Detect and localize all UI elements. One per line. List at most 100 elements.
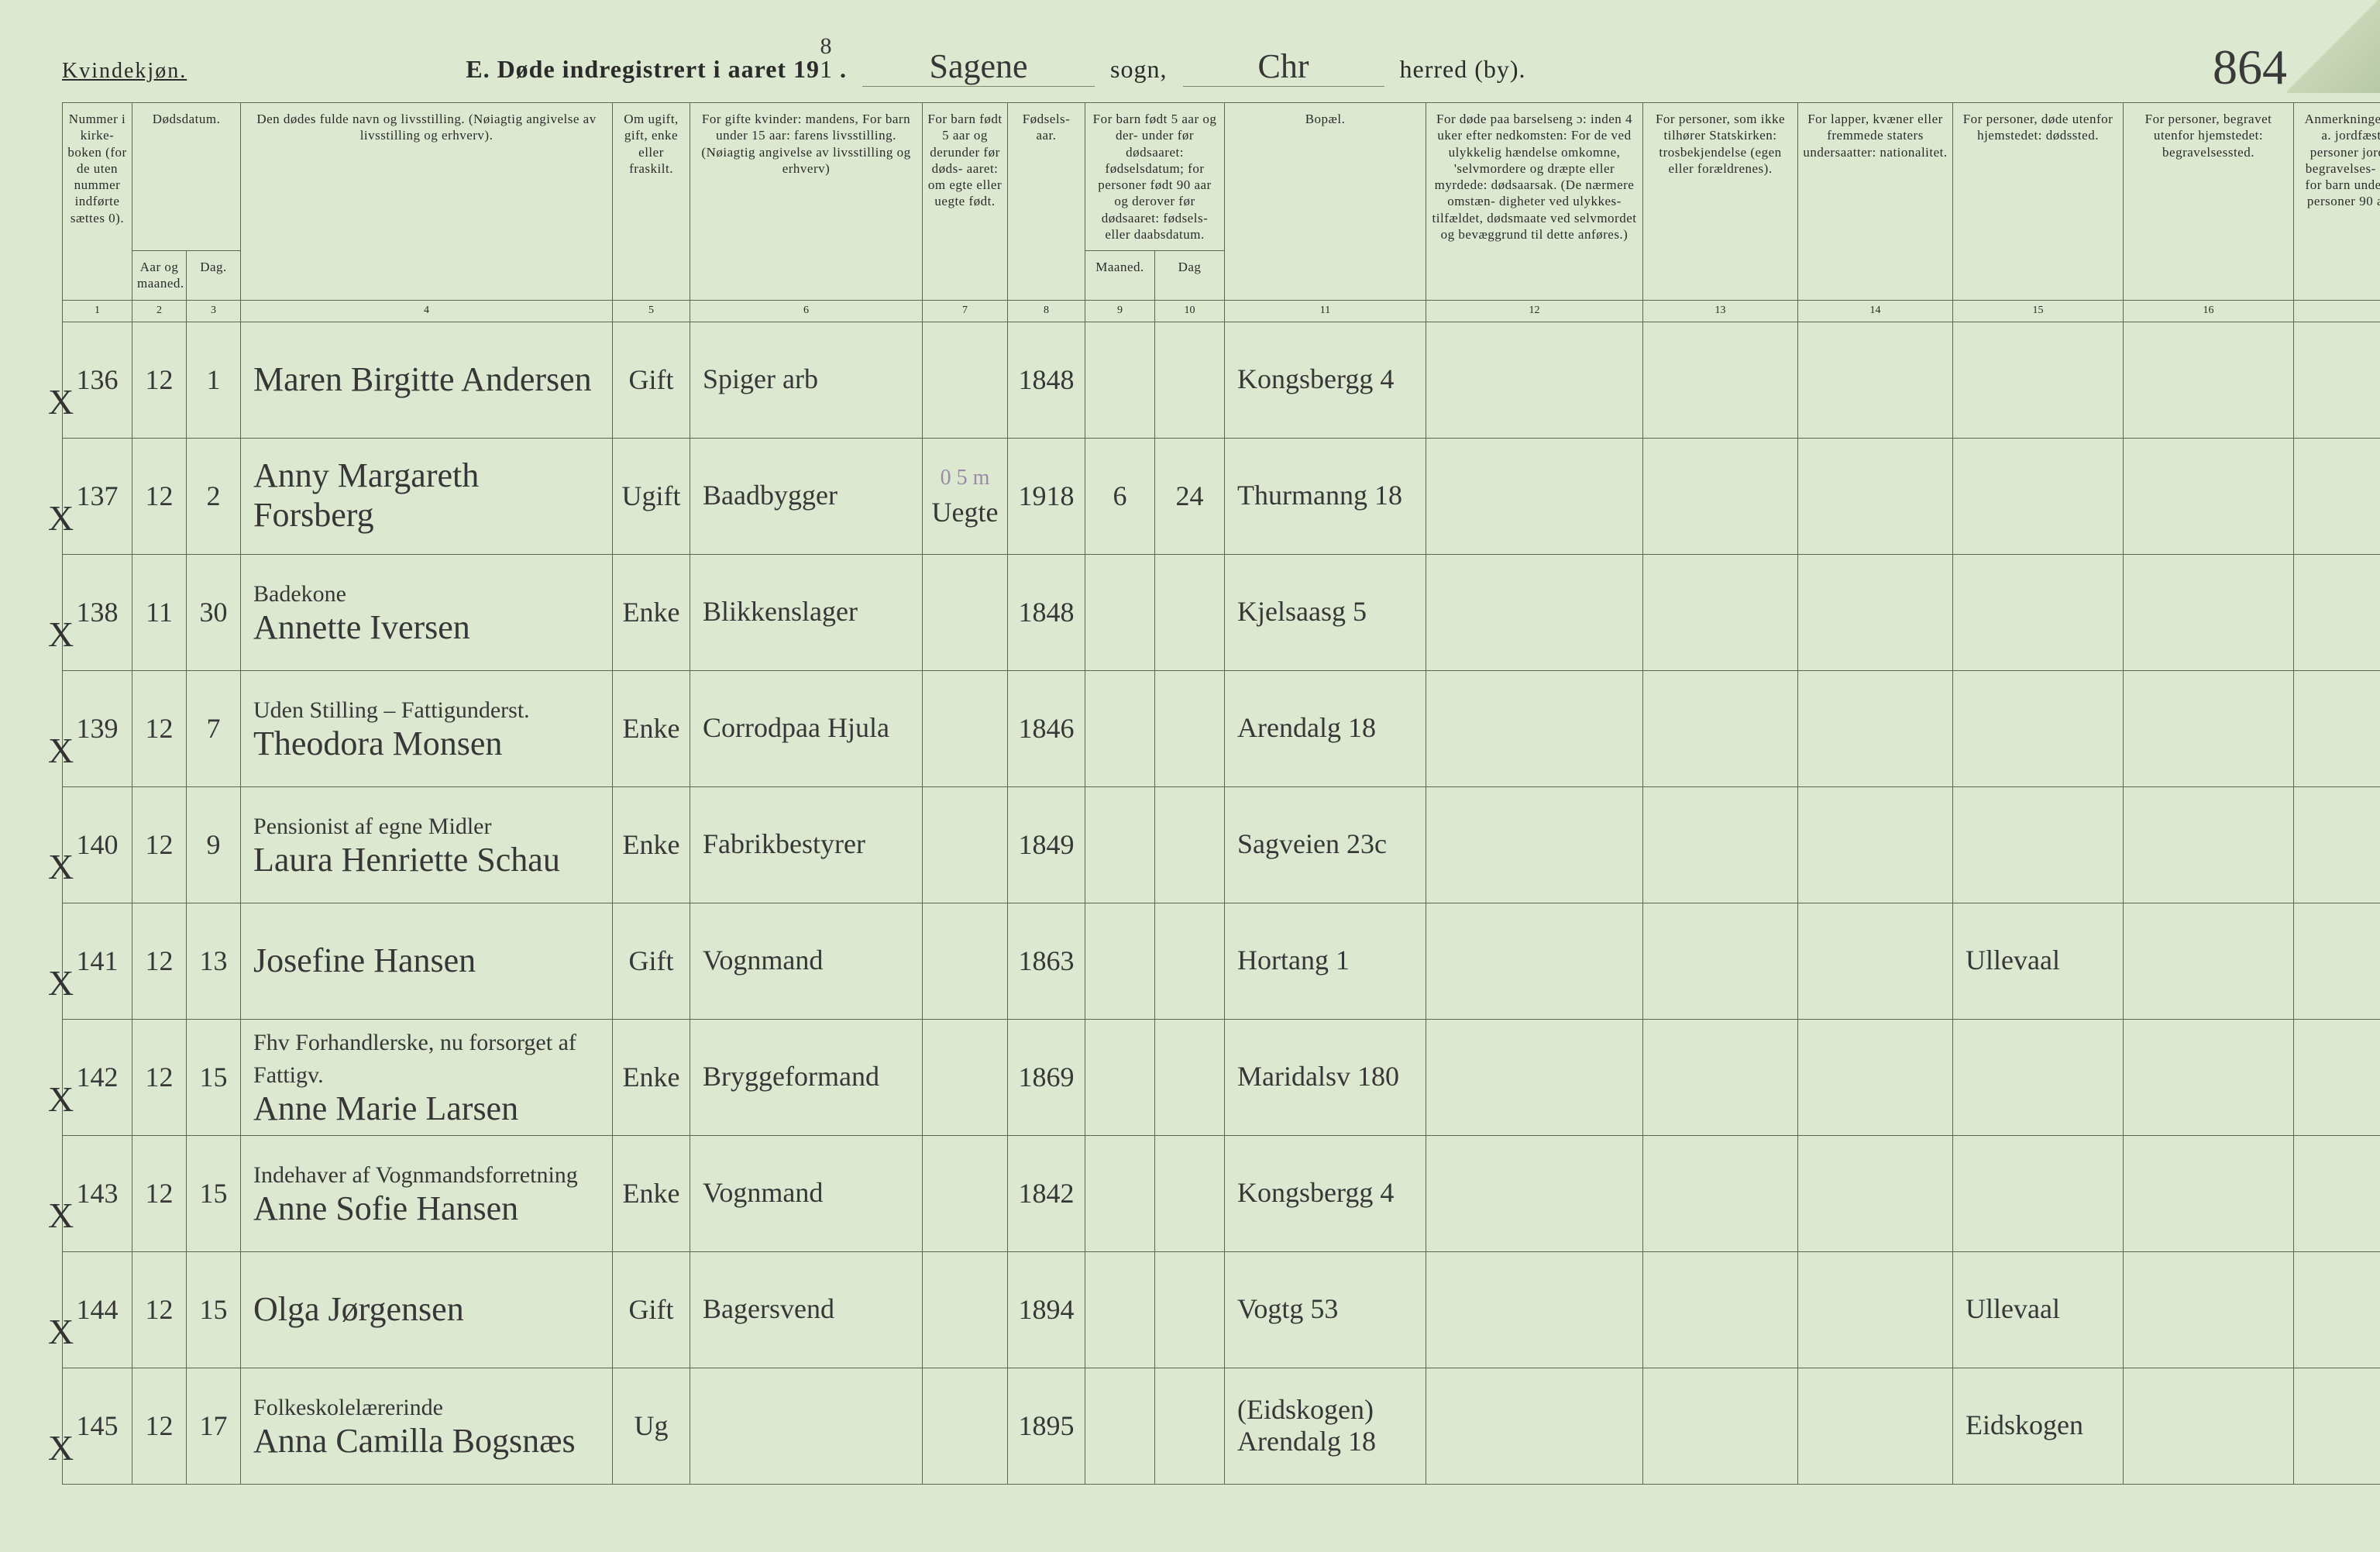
col-3-header: Dag. [187,251,241,301]
cell-deathplace [1953,322,2124,438]
cell-nationality [1798,1368,1953,1484]
colnum: 9 [1085,300,1155,322]
cell-legit [923,1368,1008,1484]
cell-nationality [1798,903,1953,1019]
cell-burialplace [2124,322,2294,438]
cell-civil: Enke [613,670,690,786]
cell-legit [923,786,1008,903]
table-body: 136121Maren Birgitte AndersenGiftSpiger … [63,322,2380,1484]
cell-deathplace [1953,1019,2124,1135]
cell-civil: Enke [613,786,690,903]
cell-birthmonth [1085,786,1155,903]
cell-birthday [1155,903,1225,1019]
cell-birthday [1155,1019,1225,1135]
cell-remark [2294,1368,2380,1484]
cell-birthmonth [1085,1251,1155,1368]
cell-burialplace [2124,1135,2294,1251]
cell-legit [923,1251,1008,1368]
colnum: 11 [1225,300,1426,322]
col-1-header: Nummer i kirke- boken (for de uten numme… [63,103,132,301]
cell-birthyear: 1846 [1008,670,1085,786]
colnum: 1 [63,300,132,322]
colnum: 2 [132,300,187,322]
col-14-header: For lapper, kvæner eller fremmede stater… [1798,103,1953,301]
cell-month: 12 [132,1135,187,1251]
cell-day: 13 [187,903,241,1019]
cell-birthyear: 1894 [1008,1251,1085,1368]
cell-faith [1643,322,1798,438]
cell-civil: Enke [613,1019,690,1135]
table-row: 137122Anny Margareth ForsbergUgiftBaadby… [63,438,2380,554]
cell-birthyear: 1842 [1008,1135,1085,1251]
row-x-mark: X [48,730,74,846]
cell-occupation: Vognmand [690,1135,923,1251]
cell-address: Arendalg 18 [1225,670,1426,786]
cell-birthyear: 1918 [1008,438,1085,554]
cell-birthyear: 1848 [1008,554,1085,670]
col-6-header: For gifte kvinder: mandens, For barn und… [690,103,923,301]
cell-address: Kongsbergg 4 [1225,1135,1426,1251]
cell-legit [923,1019,1008,1135]
cell-civil: Gift [613,903,690,1019]
cell-month: 11 [132,554,187,670]
cell-cause [1426,1251,1643,1368]
cell-birthmonth [1085,554,1155,670]
cell-remark [2294,1135,2380,1251]
cell-address: Hortang 1 [1225,903,1426,1019]
row-x-mark: X [48,1195,74,1311]
cell-occupation: Baadbygger [690,438,923,554]
table-row: 1451217FolkeskolelærerindeAnna Camilla B… [63,1368,2380,1484]
row-x-mark: X [48,614,74,730]
cell-day: 30 [187,554,241,670]
cell-month: 12 [132,903,187,1019]
cell-nationality [1798,554,1953,670]
cell-faith [1643,670,1798,786]
cell-occupation: Bagersvend [690,1251,923,1368]
cell-day: 2 [187,438,241,554]
cell-month: 12 [132,1251,187,1368]
cell-nationality [1798,322,1953,438]
cell-burialplace [2124,1368,2294,1484]
cell-faith [1643,554,1798,670]
cell-faith [1643,1019,1798,1135]
table-row: 136121Maren Birgitte AndersenGiftSpiger … [63,322,2380,438]
cell-burialplace [2124,1019,2294,1135]
cell-remark [2294,1019,2380,1135]
cell-name: Maren Birgitte Andersen [241,322,613,438]
col-9-10-group: For barn født 5 aar og der- under før dø… [1085,103,1225,251]
cell-legit [923,554,1008,670]
cell-faith [1643,438,1798,554]
cell-deathplace [1953,1135,2124,1251]
cell-cause [1426,1135,1643,1251]
col-17-header: Anmerkninger. (Herunder bl. a. jordfæste… [2294,103,2380,301]
colnum: 4 [241,300,613,322]
colnum: 3 [187,300,241,322]
cell-day: 15 [187,1019,241,1135]
row-x-mark: X [48,1311,74,1427]
cell-name: Uden Stilling – Fattigunderst.Theodora M… [241,670,613,786]
title-main: Døde indregistrert i aaret 19 [497,55,820,83]
cell-day: 15 [187,1251,241,1368]
cell-address: Sagveien 23c [1225,786,1426,903]
cell-birthday [1155,1135,1225,1251]
cell-burialplace [2124,786,2294,903]
ledger-table: Nummer i kirke- boken (for de uten numme… [62,102,2380,1485]
cell-occupation: Fabrikbestyrer [690,786,923,903]
cell-occupation: Vognmand [690,903,923,1019]
colnum: 17 [2294,300,2380,322]
cell-civil: Gift [613,1251,690,1368]
cell-deathplace: Eidskogen [1953,1368,2124,1484]
cell-cause [1426,786,1643,903]
cell-month: 12 [132,786,187,903]
margin-marks: XXXXXXXXXX [48,381,74,1543]
cell-day: 7 [187,670,241,786]
cell-month: 12 [132,1019,187,1135]
cell-name: Indehaver af VognmandsforretningAnne Sof… [241,1135,613,1251]
cell-cause [1426,438,1643,554]
cell-name: Olga Jørgensen [241,1251,613,1368]
cell-birthmonth: 6 [1085,438,1155,554]
cell-nationality [1798,786,1953,903]
colnum: 6 [690,300,923,322]
cell-cause [1426,322,1643,438]
cell-burialplace [2124,1251,2294,1368]
